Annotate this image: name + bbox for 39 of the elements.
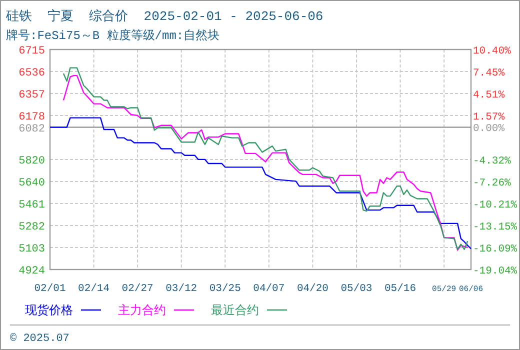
y-tick-label: 5282 xyxy=(18,222,45,234)
legend-label: 主力合约 xyxy=(118,303,166,318)
x-tick-label: 04/20 xyxy=(296,283,328,295)
chart-title: 硅铁 宁夏 综合价 2025-02-01 - 2025-06-06 xyxy=(5,8,324,24)
legend-label: 现货价格 xyxy=(25,304,73,318)
y-tick-label: 6357 xyxy=(18,89,45,102)
x-tick-label: 02/27 xyxy=(122,283,154,295)
x-tick-label: 02/01 xyxy=(34,283,66,295)
legend-label: 最近合约 xyxy=(211,304,259,318)
text: © 2025.07 xyxy=(10,333,70,345)
x-tick-label: 03/12 xyxy=(166,283,198,295)
y2-tick-label: 7.45% xyxy=(473,68,506,80)
x-tick-label: 05/03 xyxy=(340,283,372,295)
x-tick-label: 04/07 xyxy=(253,283,285,295)
y-tick-label: 6536 xyxy=(18,67,45,80)
x-tick-label: 05/29 xyxy=(432,285,456,294)
y2-tick-label: 0.00% xyxy=(473,123,506,136)
y2-tick-label: -7.26% xyxy=(473,177,512,190)
y2-tick-label: -10.21% xyxy=(473,200,518,212)
y-tick-label: 5461 xyxy=(18,200,46,212)
x-tick-label: 03/25 xyxy=(209,283,241,295)
y-tick-label: 4924 xyxy=(18,266,46,278)
y2-tick-label: -4.32% xyxy=(473,156,512,168)
y2-tick-label: -16.09% xyxy=(473,243,518,256)
y-tick-label: 6178 xyxy=(18,111,45,124)
y-tick-label: 6082 xyxy=(18,123,45,136)
y2-tick-label: -19.04% xyxy=(473,266,518,278)
y-tick-label: 5103 xyxy=(18,244,45,256)
y2-tick-label: -13.15% xyxy=(473,221,518,234)
y2-tick-label: 10.40% xyxy=(473,46,512,58)
y-tick-label: 6715 xyxy=(18,46,45,58)
y-tick-label: 5820 xyxy=(18,155,45,168)
chart-subtitle: 牌号:FeSi75～B 粒度等级/mm:自然块 xyxy=(6,28,220,43)
x-tick-label: 05/16 xyxy=(384,283,416,295)
y2-tick-label: 4.51% xyxy=(473,90,506,102)
x-tick-label: 02/14 xyxy=(78,283,110,295)
x-tick-label: 06/06 xyxy=(458,285,484,294)
y-tick-label: 5640 xyxy=(18,178,45,190)
y2-tick-label: 1.57% xyxy=(473,111,506,124)
